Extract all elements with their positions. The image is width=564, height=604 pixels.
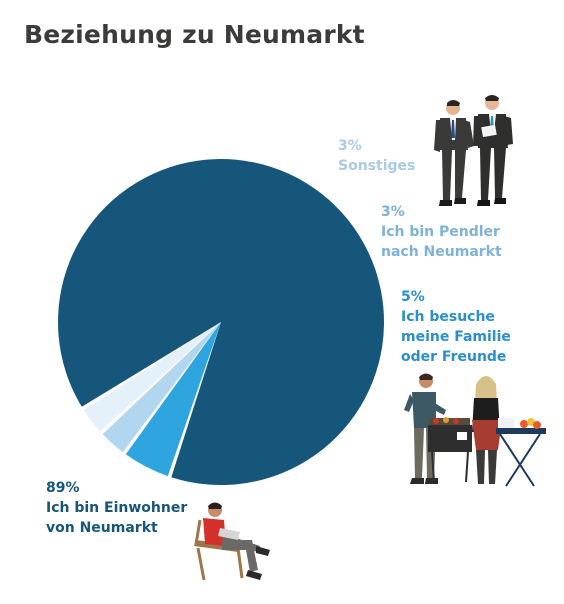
label-visitor-line2: meine Familie xyxy=(401,329,511,345)
label-others: 3% Sonstiges xyxy=(338,136,415,176)
pie-slice-visitor xyxy=(125,322,221,477)
seated-man-illustration xyxy=(194,502,270,581)
label-resident-line2: von Neumarkt xyxy=(46,520,158,536)
label-resident: 89% Ich bin Einwohner von Neumarkt xyxy=(46,478,187,538)
pie-slice-commuter xyxy=(102,322,221,453)
label-resident-line1: Ich bin Einwohner xyxy=(46,500,188,516)
label-resident-percent: 89% xyxy=(46,480,80,496)
chart-title: Beziehung zu Neumarkt xyxy=(24,20,365,49)
label-visitor-line1: Ich besuche xyxy=(401,309,495,325)
businessmen-illustration xyxy=(434,95,513,206)
pie-slice-others xyxy=(83,322,221,432)
label-others-percent: 3% xyxy=(338,138,362,154)
label-commuter-line2: nach Neumarkt xyxy=(381,244,502,260)
market-illustration xyxy=(404,373,546,487)
label-visitor-line3: oder Freunde xyxy=(401,349,507,365)
label-others-text: Sonstiges xyxy=(338,158,416,174)
label-visitor-percent: 5% xyxy=(401,289,425,305)
pie-slice-resident xyxy=(58,159,385,486)
label-commuter-percent: 3% xyxy=(381,204,405,220)
label-visitor: 5% Ich besuche meine Familie oder Freund… xyxy=(401,287,511,367)
label-commuter: 3% Ich bin Pendler nach Neumarkt xyxy=(381,202,502,262)
label-commuter-line1: Ich bin Pendler xyxy=(381,224,500,240)
